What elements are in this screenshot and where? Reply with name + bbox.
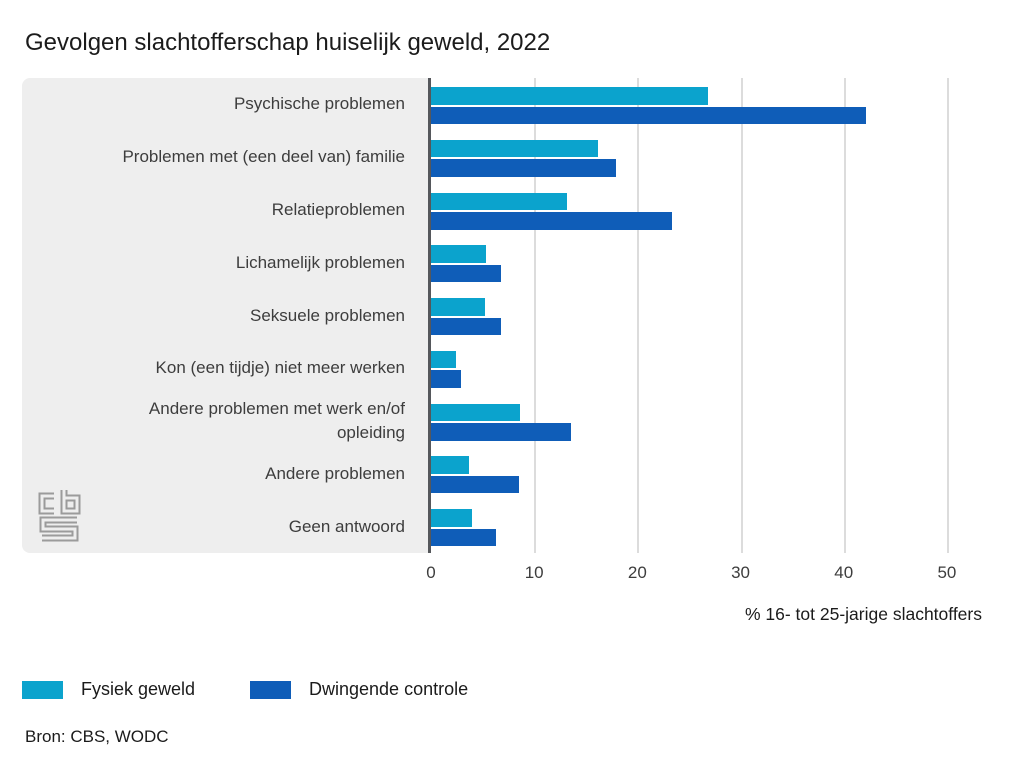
bar-fysiek-geweld-8	[431, 509, 473, 527]
gridline-20	[637, 78, 640, 553]
category-label-6: Andere problemen met werk en/of opleidin…	[148, 399, 405, 443]
legend: Fysiek geweld Dwingende controle	[0, 679, 1024, 701]
bar-fysiek-geweld-1	[431, 139, 599, 158]
chart-area: Psychische problemen Problemen met (een d…	[22, 78, 982, 553]
bar-fysiek-geweld-7	[431, 456, 470, 474]
category-label-1: Problemen met (een deel van) familie	[122, 147, 405, 167]
gridline-30	[740, 78, 743, 553]
category-label-2: Relatieproblemen	[271, 200, 405, 220]
page-title: Gevolgen slachtofferschap huiselijk gewe…	[25, 29, 551, 57]
bar-fysiek-geweld-2	[431, 192, 568, 211]
gridline-10	[534, 78, 537, 553]
gridline-40	[843, 78, 846, 553]
bar-fysiek-geweld-4	[431, 298, 485, 316]
x-axis-title: % 16- tot 25-jarige slachtoffers	[744, 604, 982, 624]
legend-label-dwingende-controle: Dwingende controle	[309, 679, 469, 699]
bar-dwingende-controle-3	[431, 264, 502, 283]
legend-item-dwingende-controle: Dwingende controle	[250, 679, 468, 700]
bar-fysiek-geweld-6	[431, 403, 520, 422]
x-tick-label-10: 10	[524, 563, 544, 582]
category-label-4: Seksuele problemen	[250, 305, 405, 325]
x-tick-label-0: 0	[426, 563, 436, 582]
bar-dwingende-controle-5	[431, 370, 461, 388]
category-label-3: Lichamelijk problemen	[235, 252, 405, 272]
source-text: Bron: CBS, WODC	[25, 727, 169, 746]
y-axis-line	[428, 78, 431, 553]
category-label-5: Kon (een tijdje) niet meer werken	[155, 358, 405, 378]
legend-label-fysiek-geweld: Fysiek geweld	[81, 679, 196, 699]
x-tick-label-40: 40	[834, 563, 854, 582]
bar-dwingende-controle-2	[431, 212, 673, 230]
x-tick-label-20: 20	[627, 563, 647, 582]
bar-dwingende-controle-7	[431, 475, 519, 494]
category-label-panel: Psychische problemen Problemen met (een d…	[22, 78, 428, 553]
bar-dwingende-controle-0	[431, 106, 867, 124]
cbs-logo	[38, 490, 81, 542]
category-label-0: Psychische problemen	[233, 94, 405, 114]
x-tick-label-50: 50	[937, 563, 957, 582]
category-label-8: Geen antwoord	[288, 516, 405, 536]
x-tick-label-30: 30	[731, 563, 751, 582]
legend-swatch-dwingende-controle	[250, 680, 291, 699]
plot-area	[431, 78, 982, 553]
legend-swatch-fysiek-geweld	[22, 680, 63, 699]
bar-dwingende-controle-4	[431, 317, 502, 336]
bar-dwingende-controle-1	[431, 159, 616, 177]
bar-fysiek-geweld-0	[431, 87, 708, 105]
bar-fysiek-geweld-3	[431, 245, 486, 263]
x-axis-ticks: 0 10 20 30 40 50	[426, 563, 982, 585]
category-label-7: Andere problemen	[265, 463, 405, 483]
legend-item-fysiek-geweld: Fysiek geweld	[22, 679, 195, 700]
bar-fysiek-geweld-5	[431, 350, 456, 369]
bar-dwingende-controle-6	[431, 423, 572, 441]
gridline-50	[946, 78, 949, 553]
bar-dwingende-controle-8	[431, 528, 496, 547]
